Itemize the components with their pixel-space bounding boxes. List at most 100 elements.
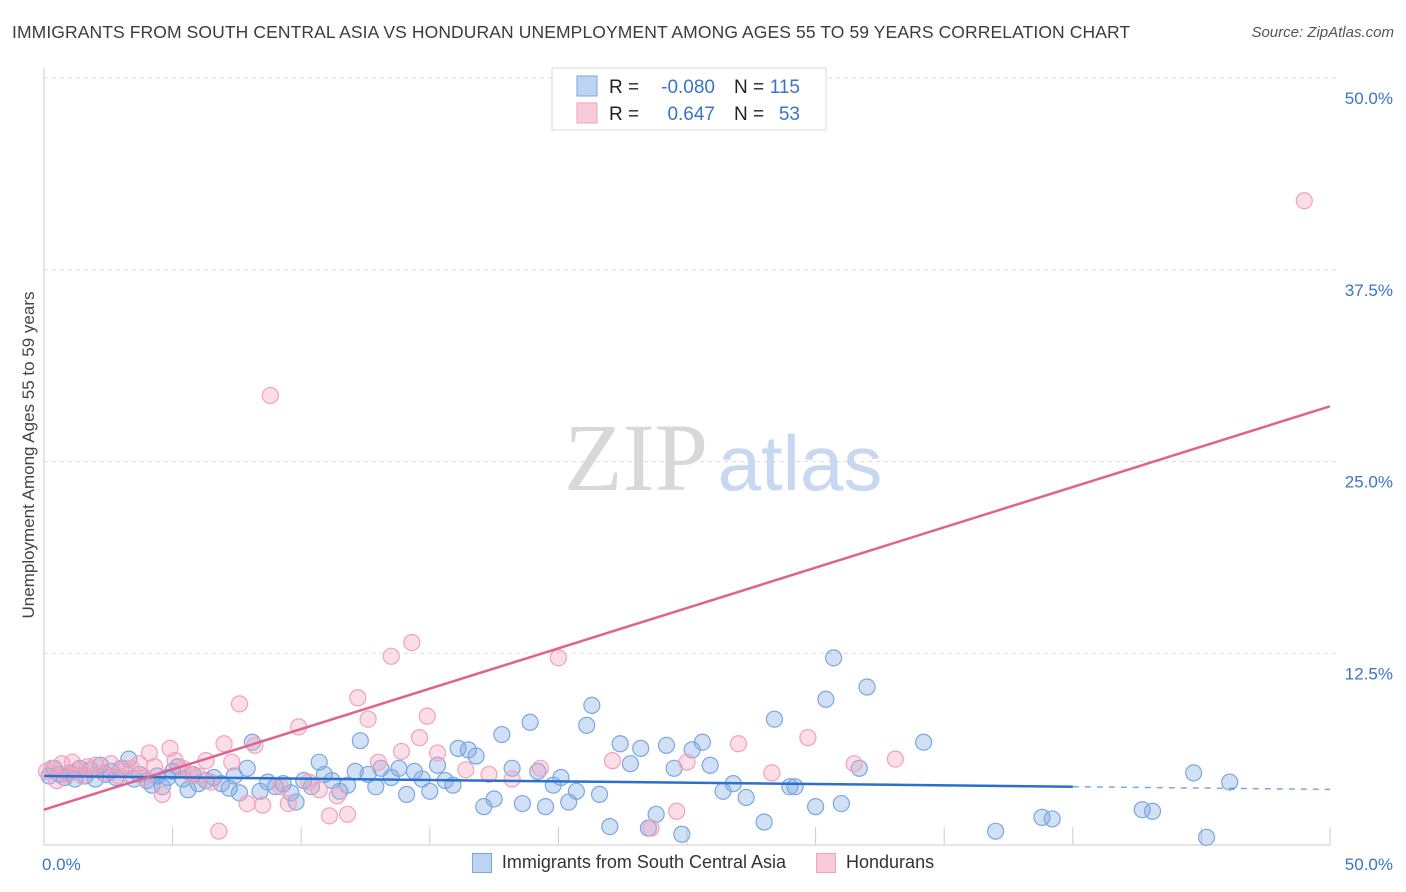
point-honduran — [102, 755, 120, 773]
stats-r-value-1: -0.080 — [661, 77, 715, 98]
legend-label-pink: Hondurans — [846, 852, 935, 872]
point-honduran — [359, 710, 377, 728]
trend-line-south-central-asia — [43, 774, 1073, 788]
point-honduran — [338, 805, 357, 823]
stats-r-label-2: R = — [609, 104, 639, 125]
point-south-central-asia — [390, 759, 408, 777]
point-south-central-asia — [567, 782, 586, 800]
point-south-central-asia — [806, 798, 825, 816]
stats-legend: R = -0.080 N = 115 R = 0.647 N = 53 — [551, 67, 827, 131]
point-honduran — [254, 796, 272, 814]
stats-n-value-1: 115 — [770, 77, 800, 98]
point-south-central-asia — [590, 785, 609, 803]
point-honduran — [845, 755, 863, 773]
point-south-central-asia — [225, 767, 243, 785]
point-south-central-asia — [632, 739, 650, 757]
point-south-central-asia — [765, 710, 784, 728]
point-south-central-asia — [536, 798, 555, 816]
point-honduran — [320, 807, 339, 825]
point-south-central-asia — [987, 822, 1005, 840]
point-south-central-asia — [755, 813, 773, 831]
point-south-central-asia — [701, 756, 719, 774]
point-honduran — [349, 689, 367, 707]
axes: 12.5% 25.0% 37.5% 50.0% 0.0% 50.0% — [42, 68, 1393, 874]
point-south-central-asia — [1221, 773, 1239, 791]
x-tick-label: 0.0% — [42, 855, 81, 874]
watermark-zip: ZIP — [564, 404, 708, 511]
stats-swatch-blue — [576, 75, 598, 97]
point-honduran — [428, 744, 447, 762]
point-south-central-asia — [529, 762, 547, 780]
trend-line-honduran — [43, 405, 1331, 811]
point-honduran — [457, 761, 475, 779]
x-tick-label: 50.0% — [1345, 855, 1393, 874]
legend-swatch-pink — [816, 852, 837, 873]
point-south-central-asia — [467, 747, 485, 765]
source-label: Source: ZipAtlas.com — [1251, 24, 1394, 41]
point-honduran — [392, 742, 411, 761]
point-south-central-asia — [737, 788, 755, 807]
point-honduran — [480, 765, 498, 784]
point-south-central-asia — [578, 716, 596, 734]
point-honduran — [272, 778, 290, 796]
legend-swatch-blue — [471, 852, 492, 873]
point-south-central-asia — [1185, 764, 1203, 782]
legend-item-blue[interactable]: Immigrants from South Central Asia — [471, 852, 786, 873]
stats-n-label-2: N = — [734, 104, 764, 125]
point-south-central-asia — [786, 778, 804, 796]
point-honduran — [886, 750, 904, 768]
legend-item-pink[interactable]: Hondurans — [816, 852, 934, 873]
point-south-central-asia — [552, 768, 570, 787]
point-south-central-asia — [817, 690, 835, 708]
point-south-central-asia — [428, 756, 447, 774]
point-honduran — [642, 819, 660, 837]
point-honduran — [230, 695, 249, 713]
point-honduran — [328, 787, 346, 805]
point-honduran — [678, 753, 696, 771]
point-south-central-asia — [583, 696, 601, 715]
point-honduran — [215, 735, 233, 753]
point-south-central-asia — [1197, 828, 1216, 846]
y-tick-label: 25.0% — [1345, 473, 1393, 492]
stats-swatch-pink — [576, 102, 598, 124]
point-south-central-asia — [850, 759, 868, 777]
point-honduran — [238, 794, 256, 813]
bottom-legend: Immigrants from South Central Asia Hondu… — [0, 852, 1406, 873]
point-honduran — [382, 647, 400, 665]
data-points — [37, 192, 1313, 846]
point-south-central-asia — [611, 735, 629, 753]
stats-n-value-2: 53 — [779, 104, 800, 125]
point-south-central-asia — [493, 725, 511, 744]
point-honduran — [369, 753, 387, 771]
watermark-atlas: atlas — [718, 419, 883, 507]
point-south-central-asia — [601, 817, 619, 836]
point-honduran — [531, 759, 549, 777]
y-axis-label: Unemployment Among Ages 55 to 59 years — [19, 292, 38, 619]
point-honduran — [279, 794, 297, 813]
point-south-central-asia — [858, 678, 876, 696]
point-south-central-asia — [238, 759, 256, 777]
point-honduran — [603, 752, 622, 770]
point-honduran — [763, 764, 781, 782]
point-south-central-asia — [485, 790, 503, 808]
point-south-central-asia — [351, 732, 369, 750]
point-honduran — [668, 802, 686, 820]
point-south-central-asia — [398, 785, 416, 803]
point-south-central-asia — [521, 713, 539, 731]
y-tick-label: 37.5% — [1345, 281, 1393, 300]
point-honduran — [418, 707, 436, 725]
point-south-central-asia — [825, 649, 843, 667]
trend-lines — [43, 405, 1331, 811]
point-honduran — [503, 770, 521, 788]
stats-r-label-1: R = — [609, 77, 639, 98]
trend-line-south-central-asia-extension — [1072, 785, 1331, 791]
y-tick-label: 12.5% — [1345, 664, 1393, 683]
point-south-central-asia — [282, 784, 300, 802]
chart-title: IMMIGRANTS FROM SOUTH CENTRAL ASIA VS HO… — [12, 22, 1131, 42]
point-honduran — [799, 729, 817, 747]
grid-lines — [44, 77, 1340, 654]
y-tick-label: 50.0% — [1345, 89, 1393, 108]
point-honduran — [410, 729, 429, 747]
point-south-central-asia — [338, 776, 357, 794]
